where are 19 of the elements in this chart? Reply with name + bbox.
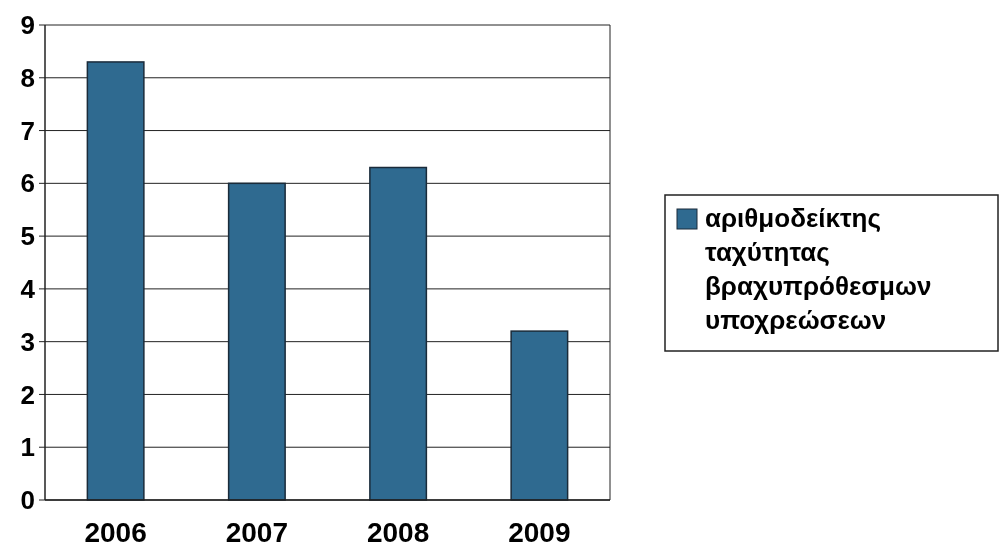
y-tick-label: 7	[20, 115, 35, 146]
bar	[510, 330, 569, 501]
bar	[227, 182, 286, 501]
bar	[86, 61, 145, 501]
y-tick-label: 5	[20, 221, 35, 252]
y-tick-label: 2	[20, 379, 35, 410]
y-tick-label: 6	[20, 168, 35, 199]
x-tick-label: 2007	[225, 517, 289, 548]
x-tick-label: 2006	[84, 517, 147, 548]
y-tick-label: 9	[20, 10, 35, 41]
y-tick-label: 8	[20, 62, 35, 93]
y-tick-label: 4	[20, 273, 36, 304]
x-tick-label: 2008	[366, 517, 430, 548]
legend-label: αριθμοδείκτης ταχύτητας βραχυπρόθεσμων υποχρεώσεων	[705, 203, 932, 335]
x-tick-label: 2009	[508, 517, 571, 548]
bar	[369, 166, 428, 501]
y-tick-label: 3	[20, 326, 35, 357]
y-tick-label: 0	[20, 485, 35, 516]
y-tick-label: 1	[20, 432, 35, 463]
